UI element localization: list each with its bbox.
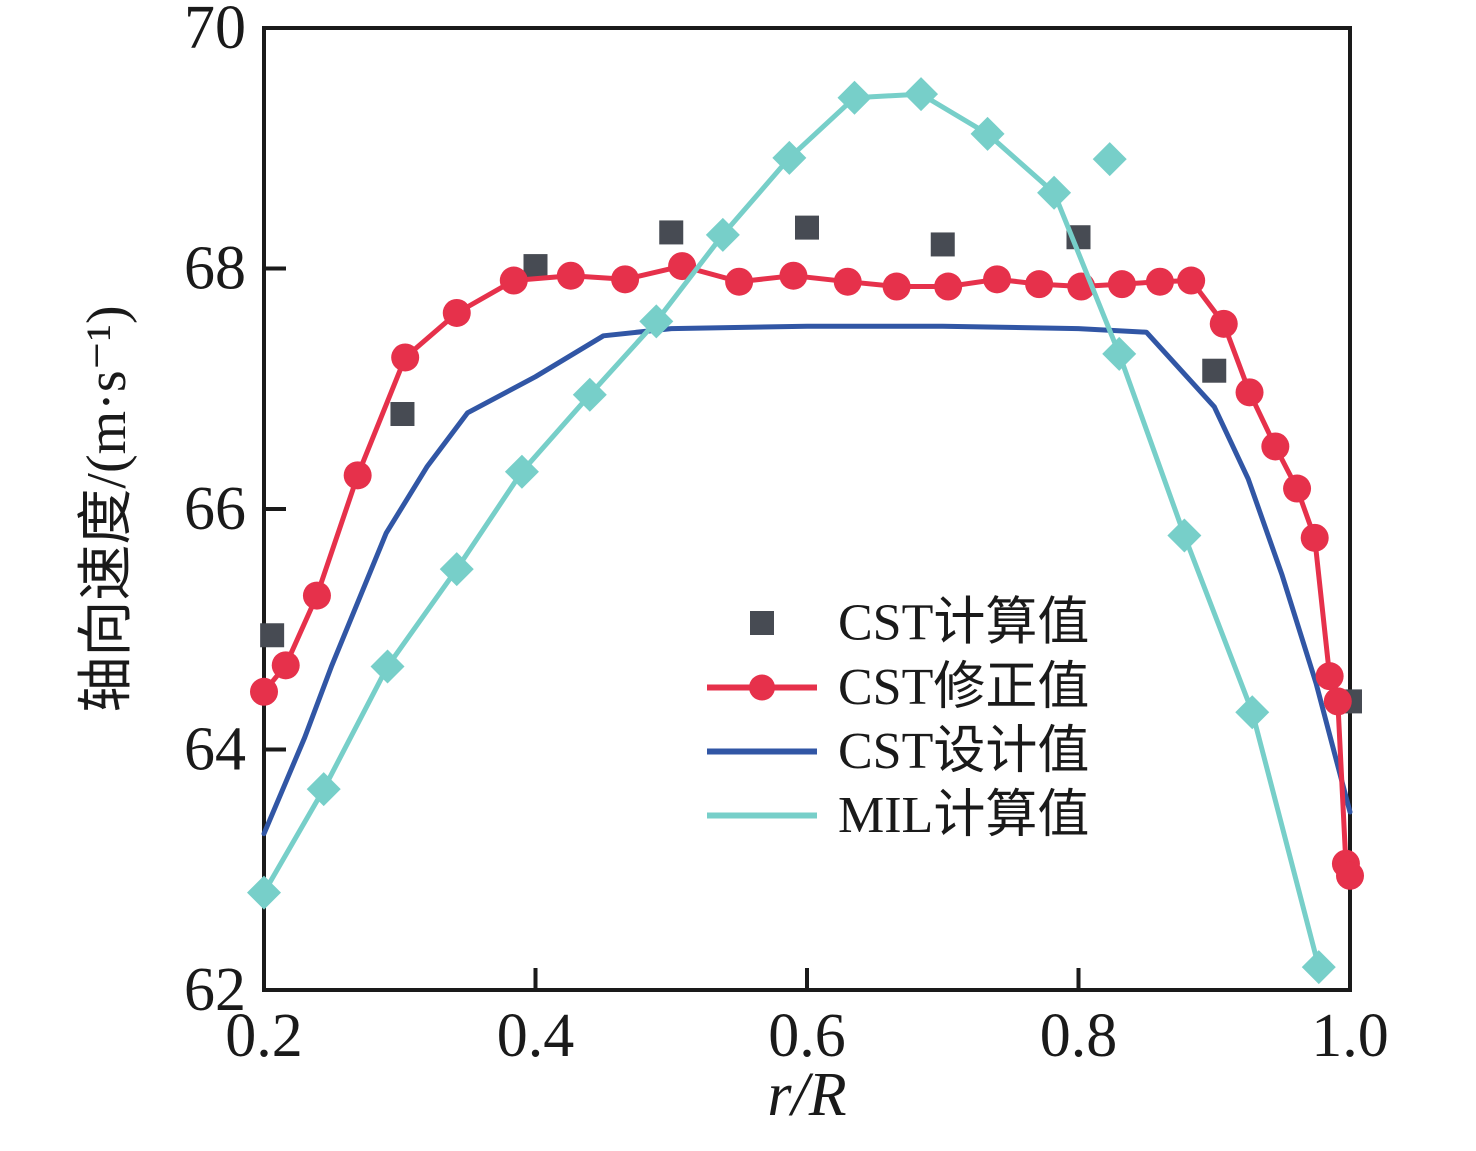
cst-corrected-marker — [833, 267, 862, 296]
mil-calculated-marker — [572, 377, 607, 412]
legend-item-cst-calculated: CST计算值 — [750, 595, 1089, 652]
mil-calculated-marker — [1235, 695, 1270, 730]
series-cst-corrected — [250, 252, 1364, 890]
series-mil-calculated-line — [261, 91, 1322, 970]
cst-corrected-marker — [1336, 861, 1364, 890]
x-tick-label: 0.6 — [768, 1002, 846, 1070]
y-tick-label: 70 — [184, 0, 246, 62]
cst-corrected-marker — [1315, 662, 1344, 691]
mil-calculated-marker — [1102, 336, 1137, 371]
cst-corrected-marker — [391, 343, 420, 372]
cst-corrected-marker — [779, 261, 808, 290]
y-tick-label: 66 — [184, 475, 246, 543]
cst-calculated-marker — [930, 232, 955, 257]
cst-corrected-marker — [271, 651, 300, 680]
mil-calculated-marker — [247, 875, 281, 910]
cst-calculated-marker — [659, 220, 684, 245]
mil-calculated-marker — [306, 772, 341, 807]
series-cst-design-line — [261, 323, 1353, 837]
y-tick-label: 62 — [184, 956, 246, 1024]
legend-circle-swatch — [749, 674, 775, 701]
cst-calculated-marker — [390, 402, 415, 427]
series-cst-calculated — [260, 215, 1362, 714]
cst-corrected-marker — [499, 266, 528, 295]
mil-calculated-marker — [1301, 950, 1336, 985]
cst-corrected-marker — [1107, 270, 1136, 299]
cst-corrected-marker — [302, 581, 331, 610]
cst-corrected-marker — [983, 265, 1012, 294]
legend-item-mil-calculated: MIL计算值 — [707, 787, 1089, 844]
mil-calculated-marker — [370, 649, 405, 684]
y-tick-label: 68 — [184, 235, 246, 303]
legend-square-swatch — [750, 611, 774, 635]
mil-calculated-marker — [504, 454, 539, 489]
mil-calculated-marker — [705, 217, 740, 252]
series-cst-design — [261, 323, 1353, 837]
plot-frame — [262, 26, 1352, 992]
x-axis-title: r/R — [767, 1061, 846, 1129]
legend-label: MIL计算值 — [838, 787, 1089, 844]
cst-corrected-marker — [1209, 309, 1238, 338]
cst-corrected-marker — [1025, 270, 1054, 299]
legend-label: CST设计值 — [838, 723, 1089, 780]
cst-calculated-marker — [795, 215, 819, 240]
y-axis-title: 轴向速度/(m·s⁻¹) — [76, 305, 138, 712]
cst-corrected-marker — [442, 298, 471, 327]
cst-corrected-marker — [556, 261, 585, 290]
legend-label: CST计算值 — [838, 595, 1089, 652]
x-tick-label: 1.0 — [1311, 1002, 1389, 1070]
cst-corrected-marker — [882, 272, 911, 301]
cst-corrected-marker — [343, 461, 372, 490]
mil-calculated-marker — [837, 80, 872, 115]
mil-calculated-marker — [772, 140, 807, 175]
mil-calculated-marker — [439, 552, 474, 587]
mil-calculated-marker — [970, 116, 1005, 151]
cst-corrected-marker — [1261, 432, 1290, 461]
y-tick-label: 64 — [184, 716, 246, 784]
cst-corrected-marker — [1145, 267, 1174, 296]
x-tick-label: 0.2 — [225, 1002, 303, 1070]
cst-corrected-marker — [1177, 266, 1206, 295]
cst-corrected-marker — [1235, 378, 1264, 407]
legend: CST计算值 CST修正值 CST设计值 MIL计算值 — [707, 595, 1089, 844]
series-cst-corrected-line — [261, 263, 1353, 879]
cst-calculated-marker — [523, 254, 548, 279]
cst-corrected-marker — [725, 267, 754, 296]
legend-item-cst-design: CST设计值 — [707, 723, 1089, 780]
x-tick-label: 0.4 — [497, 1002, 575, 1070]
mil-calculated-detached-marker — [1092, 142, 1127, 177]
cst-corrected-marker — [250, 677, 278, 706]
legend-item-cst-corrected: CST修正值 — [707, 659, 1089, 716]
cst-corrected-marker — [1323, 687, 1352, 716]
cst-corrected-marker — [1300, 523, 1329, 552]
cst-corrected-marker — [611, 265, 640, 294]
legend-label: CST修正值 — [838, 659, 1089, 716]
plot-area: 0.2 0.4 0.6 0.8 1.0 62 64 66 68 70 — [184, 0, 1389, 1070]
mil-calculated-marker — [904, 77, 939, 112]
mil-calculated-marker — [639, 304, 674, 339]
mil-calculated-marker — [1167, 518, 1202, 553]
cst-calculated-marker — [260, 623, 285, 648]
cst-calculated-marker — [1202, 358, 1227, 383]
cst-corrected-marker — [1283, 474, 1312, 503]
x-tick-label: 0.8 — [1040, 1002, 1118, 1070]
cst-corrected-marker — [934, 272, 963, 301]
series-mil-calculated — [247, 77, 1336, 985]
mil-calculated-marker — [1037, 175, 1072, 210]
cst-corrected-marker — [668, 252, 697, 281]
